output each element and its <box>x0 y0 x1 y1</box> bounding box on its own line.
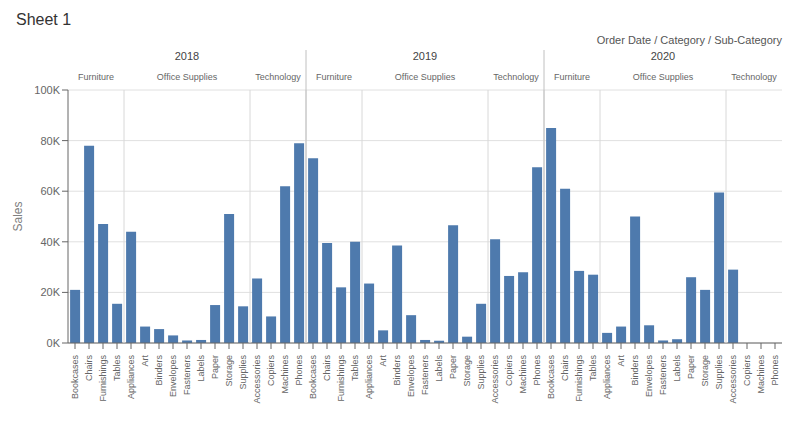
svg-text:Labels: Labels <box>196 355 206 382</box>
svg-text:Machines: Machines <box>280 355 290 394</box>
svg-text:Bookcases: Bookcases <box>308 355 318 400</box>
svg-text:Envelopes: Envelopes <box>168 355 178 398</box>
svg-text:Bookcases: Bookcases <box>70 355 80 400</box>
svg-text:Machines: Machines <box>518 355 528 394</box>
svg-text:Binders: Binders <box>392 355 402 386</box>
svg-text:Furniture: Furniture <box>554 72 590 82</box>
svg-text:Furniture: Furniture <box>78 72 114 82</box>
svg-text:Paper: Paper <box>448 355 458 379</box>
svg-text:Copiers: Copiers <box>266 355 276 387</box>
svg-text:Storage: Storage <box>700 355 710 387</box>
svg-text:20K: 20K <box>40 286 60 298</box>
svg-text:Sales: Sales <box>11 201 25 231</box>
svg-text:Supplies: Supplies <box>714 355 724 390</box>
svg-text:Office Supplies: Office Supplies <box>157 72 218 82</box>
svg-text:Technology: Technology <box>493 72 539 82</box>
svg-text:Art: Art <box>616 355 626 367</box>
svg-text:Labels: Labels <box>672 355 682 382</box>
svg-text:Labels: Labels <box>434 355 444 382</box>
svg-text:Accessories: Accessories <box>252 355 262 404</box>
svg-text:Fasteners: Fasteners <box>420 355 430 396</box>
svg-text:Chairs: Chairs <box>322 355 332 382</box>
svg-text:0K: 0K <box>47 337 61 349</box>
svg-text:Phones: Phones <box>770 355 780 386</box>
svg-text:Copiers: Copiers <box>742 355 752 387</box>
svg-text:Binders: Binders <box>154 355 164 386</box>
svg-text:Machines: Machines <box>756 355 766 394</box>
svg-text:Art: Art <box>378 355 388 367</box>
html-text:Order Date / Category / Sub-Ca: Order Date / Category / Sub-Category <box>596 34 782 46</box>
svg-text:Storage: Storage <box>462 355 472 387</box>
svg-text:Phones: Phones <box>532 355 542 386</box>
svg-text:Appliances: Appliances <box>126 355 136 400</box>
svg-text:Tables: Tables <box>350 355 360 382</box>
svg-text:2019: 2019 <box>413 50 437 62</box>
svg-text:Furnishings: Furnishings <box>574 355 584 402</box>
svg-text:Storage: Storage <box>224 355 234 387</box>
svg-text:Appliances: Appliances <box>602 355 612 400</box>
svg-text:2018: 2018 <box>175 50 199 62</box>
svg-text:Office Supplies: Office Supplies <box>395 72 456 82</box>
svg-text:Accessories: Accessories <box>490 355 500 404</box>
svg-text:Binders: Binders <box>630 355 640 386</box>
svg-text:Technology: Technology <box>255 72 301 82</box>
svg-text:Art: Art <box>140 355 150 367</box>
svg-text:Envelopes: Envelopes <box>406 355 416 398</box>
svg-text:Copiers: Copiers <box>504 355 514 387</box>
svg-text:Furnishings: Furnishings <box>336 355 346 402</box>
svg-text:Furnishings: Furnishings <box>98 355 108 402</box>
svg-text:Envelopes: Envelopes <box>644 355 654 398</box>
svg-text:Supplies: Supplies <box>476 355 486 390</box>
svg-text:Chairs: Chairs <box>84 355 94 382</box>
svg-text:60K: 60K <box>40 185 60 197</box>
svg-text:Appliances: Appliances <box>364 355 374 400</box>
svg-text:Tables: Tables <box>588 355 598 382</box>
svg-text:Accessories: Accessories <box>728 355 738 404</box>
svg-text:Fasteners: Fasteners <box>182 355 192 396</box>
svg-text:Technology: Technology <box>731 72 777 82</box>
svg-text:Supplies: Supplies <box>238 355 248 390</box>
svg-text:Paper: Paper <box>210 355 220 379</box>
html-text:Sheet 1: Sheet 1 <box>16 11 72 28</box>
svg-text:2020: 2020 <box>651 50 675 62</box>
svg-text:Bookcases: Bookcases <box>546 355 556 400</box>
svg-text:40K: 40K <box>40 236 60 248</box>
svg-text:80K: 80K <box>40 135 60 147</box>
svg-text:Fasteners: Fasteners <box>658 355 668 396</box>
svg-text:Phones: Phones <box>294 355 304 386</box>
svg-text:Paper: Paper <box>686 355 696 379</box>
svg-text:100K: 100K <box>34 84 60 96</box>
svg-text:Chairs: Chairs <box>560 355 570 382</box>
svg-text:Tables: Tables <box>112 355 122 382</box>
svg-text:Office Supplies: Office Supplies <box>633 72 694 82</box>
svg-text:Furniture: Furniture <box>316 72 352 82</box>
